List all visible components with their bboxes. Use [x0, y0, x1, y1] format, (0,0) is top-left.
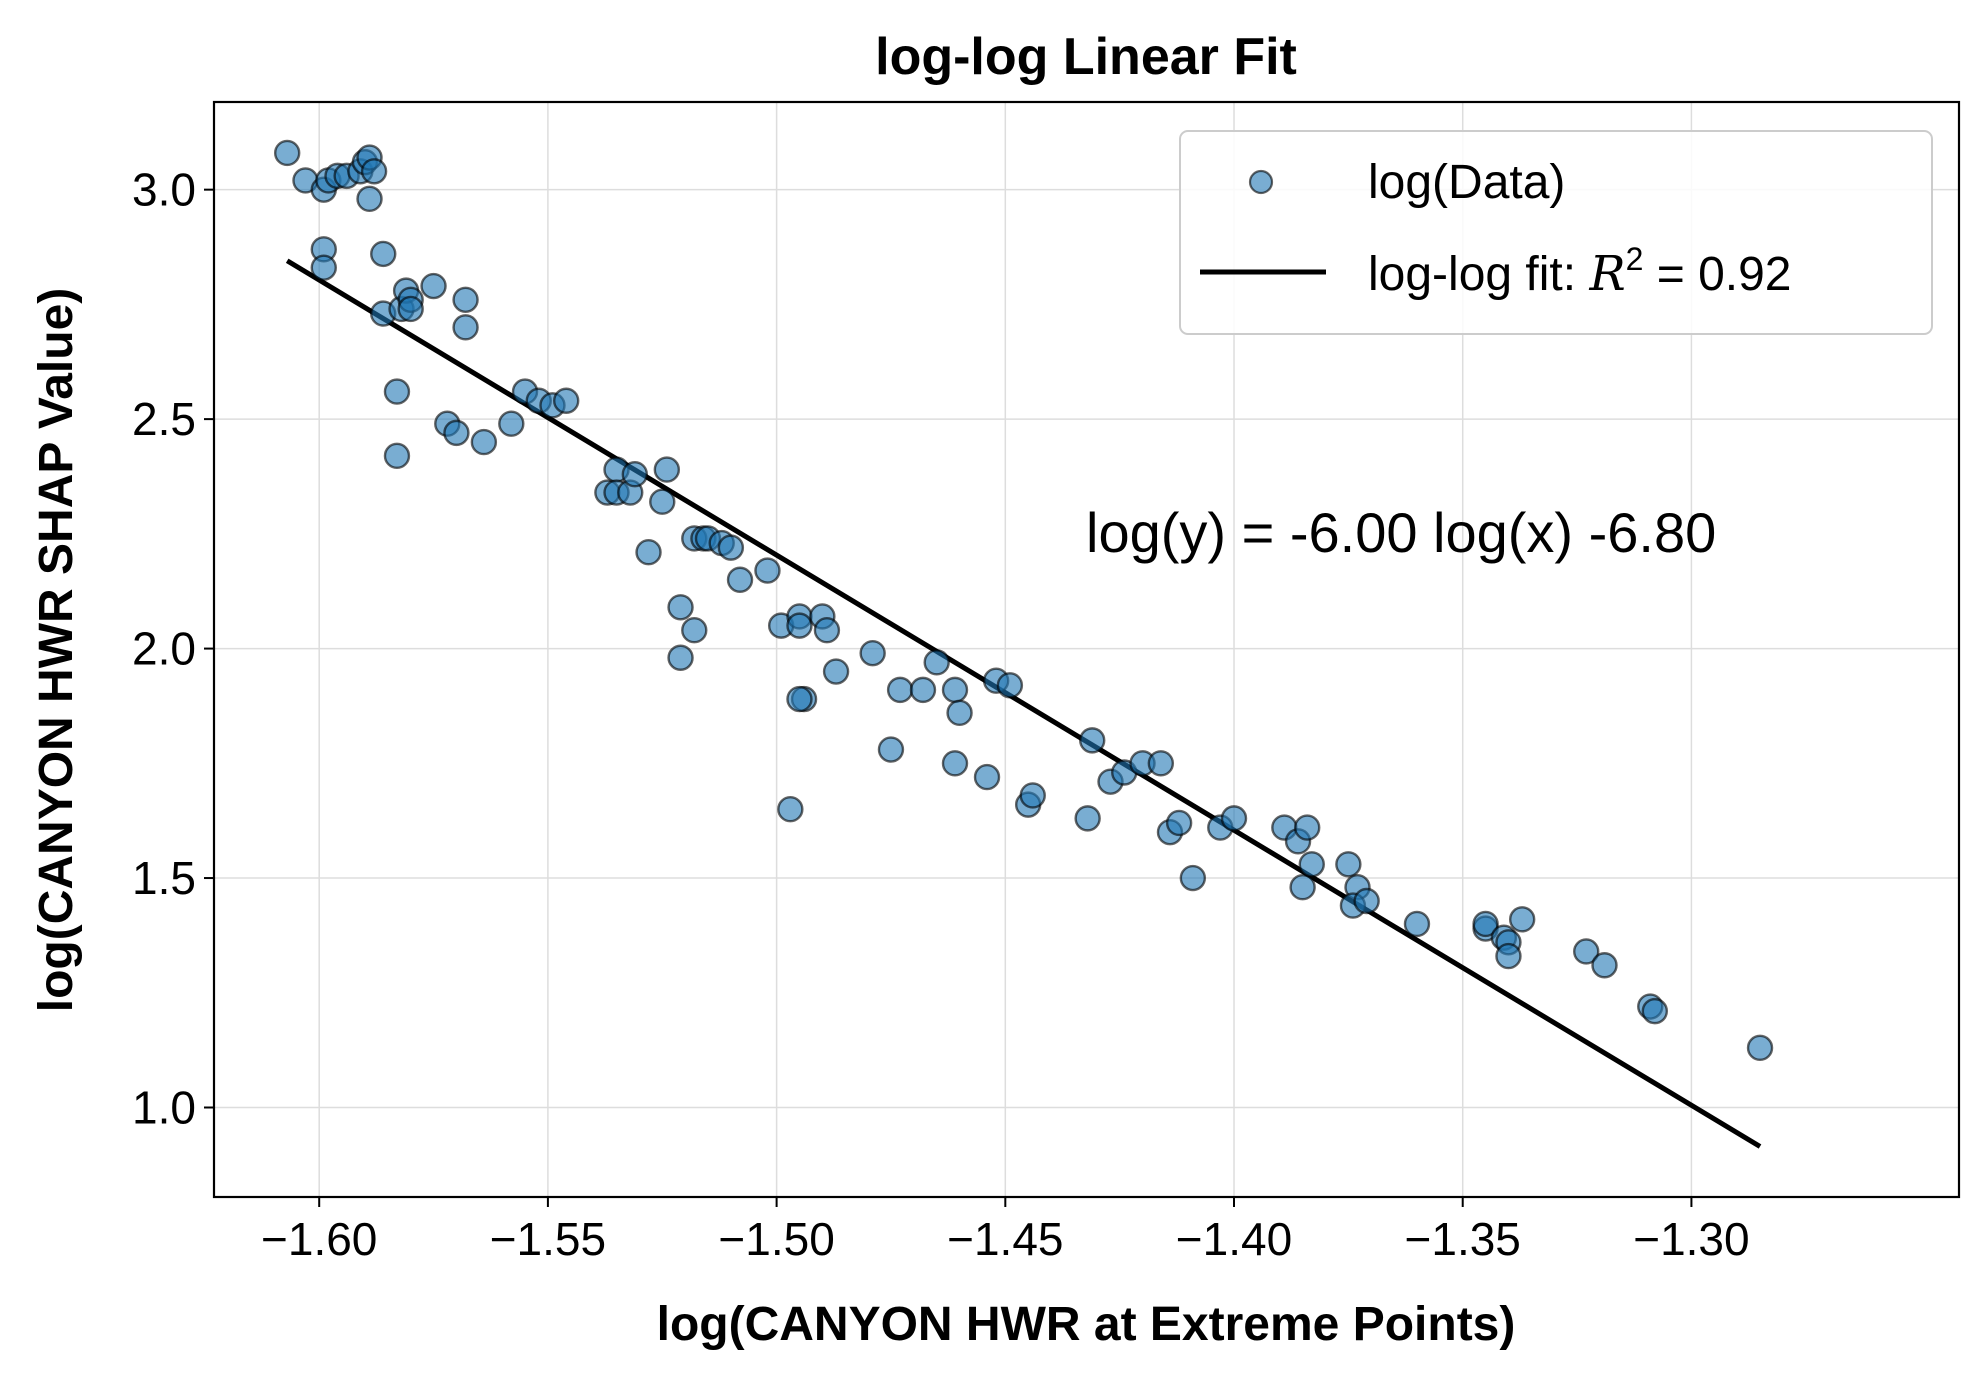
data-point: [310, 254, 337, 281]
legend-scatter-label: log(Data): [1368, 156, 1565, 209]
fit-line-layer: [285, 258, 1762, 1149]
data-point: [667, 594, 694, 621]
x-tick-label: −1.45: [947, 1213, 1063, 1265]
data-point: [1591, 952, 1618, 979]
data-point: [273, 139, 301, 167]
data-point: [452, 314, 479, 341]
data-point: [777, 796, 804, 823]
data-point: [946, 699, 973, 727]
data-point: [717, 534, 745, 561]
data-point: [1573, 938, 1600, 965]
data-point: [822, 658, 850, 685]
x-tick-label: −1.30: [1633, 1213, 1749, 1265]
data-point: [470, 428, 498, 456]
data-points: [273, 139, 1774, 1062]
data-point: [360, 158, 388, 185]
data-point: [1074, 805, 1101, 832]
data-point: [621, 460, 649, 488]
legend-fit-prefix: log-log fit:: [1368, 248, 1589, 301]
data-point: [553, 387, 580, 414]
data-point: [813, 617, 841, 644]
y-tick-label: 2.5: [132, 393, 196, 445]
data-point: [1641, 997, 1669, 1025]
data-point: [877, 736, 905, 763]
chart-title: log-log Linear Fit: [875, 28, 1297, 86]
data-point: [383, 442, 411, 470]
data-point: [397, 295, 424, 323]
x-tick-label: −1.40: [1176, 1213, 1292, 1265]
data-point: [1508, 906, 1536, 933]
data-point: [420, 272, 447, 300]
y-tick-label: 2.0: [132, 623, 196, 675]
data-point: [653, 456, 681, 483]
x-tick-label: −1.50: [718, 1213, 834, 1265]
legend-fit-value: = 0.92: [1643, 248, 1791, 301]
data-point: [1165, 809, 1193, 837]
legend-fit-sup: 2: [1626, 241, 1644, 277]
data-point: [726, 566, 754, 593]
data-point: [941, 676, 969, 704]
data-point: [1293, 814, 1321, 841]
data-point: [1289, 874, 1316, 901]
data-point: [1335, 851, 1362, 878]
data-point: [370, 240, 397, 268]
data-point: [886, 676, 914, 704]
data-point: [1495, 942, 1522, 970]
y-tick-label: 1.0: [132, 1082, 196, 1134]
data-point: [681, 617, 708, 644]
x-axis-label: log(CANYON HWR at Extreme Points): [657, 1298, 1516, 1351]
data-point: [1298, 851, 1325, 878]
x-tick-label: −1.60: [261, 1213, 377, 1265]
legend-box: [1179, 130, 1933, 335]
data-point: [356, 185, 383, 213]
data-point: [786, 685, 813, 713]
data-point: [1079, 727, 1106, 754]
y-tick-label: 3.0: [132, 164, 196, 216]
legend-scatter-marker: [1248, 169, 1274, 195]
data-point: [1472, 910, 1499, 938]
data-point: [649, 488, 676, 515]
data-point: [1179, 864, 1207, 892]
fit-equation-annotation: log(y) = -6.00 log(x) -6.80: [1086, 501, 1716, 564]
data-point: [1147, 750, 1175, 777]
data-point: [443, 419, 470, 447]
legend: log(Data) log-log fit: R2 = 0.92: [1179, 130, 1933, 335]
data-point: [667, 644, 694, 671]
data-point: [923, 649, 950, 676]
data-point: [996, 672, 1024, 699]
fit-line: [285, 258, 1762, 1149]
x-tick-label: −1.35: [1405, 1213, 1521, 1265]
data-point: [635, 539, 662, 566]
legend-fit-r: R: [1588, 246, 1625, 302]
data-point: [859, 639, 886, 667]
data-point: [973, 763, 1001, 791]
data-point: [941, 750, 969, 777]
data-point: [909, 676, 937, 704]
data-point: [1403, 910, 1431, 938]
axis-ticks: −1.60 −1.55 −1.50 −1.45 −1.40 −1.35 −1.30 1.0 1.…: [132, 164, 1750, 1265]
data-point: [383, 378, 411, 405]
data-point: [1220, 805, 1248, 832]
data-point: [786, 612, 813, 639]
data-point: [1353, 887, 1380, 915]
data-point: [1746, 1034, 1774, 1062]
y-tick-label: 1.5: [132, 852, 196, 904]
y-axis-label: log(CANYON HWR SHAP Value): [30, 288, 83, 1013]
data-point: [452, 286, 479, 313]
x-tick-label: −1.55: [490, 1213, 606, 1265]
data-point: [1019, 782, 1046, 809]
legend-fit-label: log-log fit: R2 = 0.92: [1368, 241, 1792, 302]
data-point: [498, 410, 525, 437]
data-point: [754, 557, 781, 584]
